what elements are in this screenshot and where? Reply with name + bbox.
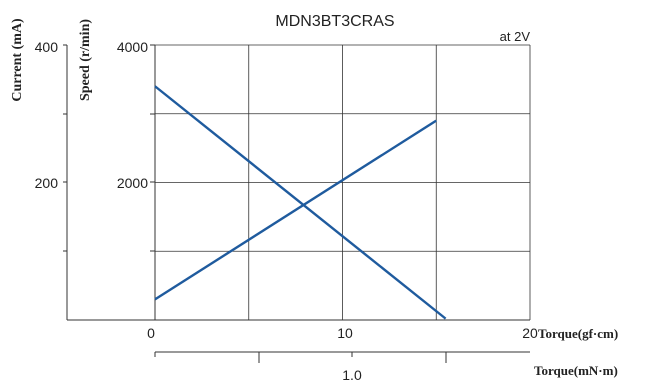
series-group bbox=[154, 85, 447, 320]
series-line-speed bbox=[154, 85, 447, 320]
chart-annotation: at 2V bbox=[500, 29, 531, 44]
y-speed-axis-label: Speed (r/min) bbox=[78, 19, 93, 101]
axes bbox=[63, 44, 530, 363]
y-current-tick-label: 200 bbox=[35, 175, 59, 191]
grid bbox=[155, 44, 531, 320]
y-speed-tick-label: 4000 bbox=[117, 39, 148, 55]
y-current-tick-label: 400 bbox=[35, 39, 59, 55]
x-axis-label: Torque(gf·cm) bbox=[538, 326, 618, 341]
x-tick-label: 0 bbox=[147, 325, 155, 341]
x-tick-label: 20 bbox=[522, 325, 538, 341]
chart-title: MDN3BT3CRAS bbox=[275, 13, 394, 30]
x2-axis-label: Torque(mN·m) bbox=[534, 363, 618, 378]
series-line-current bbox=[154, 119, 437, 301]
x2-tick-label: 1.0 bbox=[342, 367, 362, 383]
y-current-axis-label: Current (mA) bbox=[10, 18, 25, 102]
x-tick-label: 10 bbox=[337, 325, 353, 341]
y-speed-tick-label: 2000 bbox=[117, 175, 148, 191]
